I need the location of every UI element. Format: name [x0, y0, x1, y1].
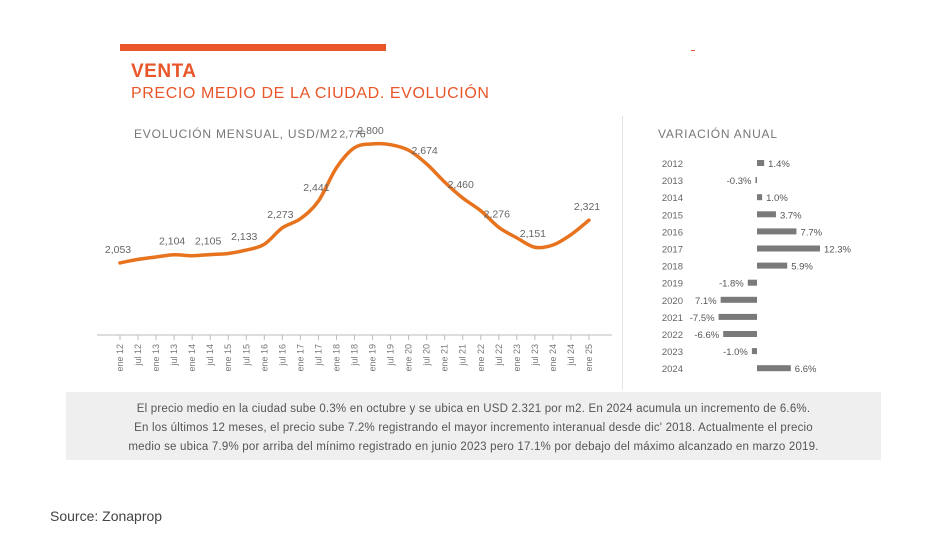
value-label: -1.8% [719, 279, 744, 290]
data-label: 2,276 [484, 208, 510, 220]
bar [723, 331, 757, 337]
data-label: 2,151 [520, 228, 546, 240]
x-tick-label: jul 22 [494, 344, 504, 367]
value-label: -7.5% [690, 313, 715, 324]
note-line-1: El precio medio en la ciudad sube 0.3% e… [136, 403, 811, 415]
x-tick-label: ene 22 [476, 344, 486, 372]
page-title: VENTA [131, 61, 197, 82]
data-label: 2,321 [574, 201, 600, 213]
x-tick-label: ene 23 [512, 344, 522, 372]
value-label: -0.3% [727, 176, 752, 187]
value-label: 3.7% [780, 210, 802, 221]
x-tick-label: ene 14 [187, 344, 197, 372]
bar [757, 228, 797, 235]
year-label: 2023 [662, 347, 683, 358]
data-label: 2,674 [412, 145, 438, 157]
page-subtitle: PRECIO MEDIO DE LA CIUDAD. EVOLUCIÓN [131, 85, 490, 102]
note-line-3: medio se ubica 7.9% por arriba del mínim… [128, 441, 819, 453]
bar [757, 211, 776, 218]
x-tick-label: jul 13 [169, 344, 179, 367]
value-label: 7.7% [800, 227, 822, 238]
x-tick-label: jul 18 [350, 344, 360, 367]
year-label: 2017 [662, 245, 683, 256]
year-label: 2022 [662, 330, 683, 341]
data-label: 2,776 [339, 129, 365, 141]
note-line-2: En los últimos 12 meses, el precio sube … [134, 422, 813, 434]
x-tick-label: ene 24 [548, 344, 558, 372]
data-label: 2,800 [357, 125, 383, 137]
year-label: 2021 [662, 313, 683, 324]
data-label: 2,460 [448, 179, 474, 191]
x-tick-label: ene 15 [223, 344, 233, 372]
bar-chart-title: VARIACIÓN ANUAL [658, 127, 778, 141]
chart-divider [622, 116, 623, 390]
x-tick-label: ene 18 [331, 344, 341, 372]
bar [757, 262, 788, 269]
bar [718, 313, 757, 320]
x-tick-label: ene 13 [151, 344, 161, 372]
data-label: 2,105 [195, 236, 221, 248]
x-tick-label: ene 21 [440, 344, 450, 372]
series-line-precio-medio [118, 141, 591, 265]
year-label: 2012 [662, 159, 683, 170]
x-tick-label: jul 20 [422, 344, 432, 367]
x-tick-label: jul 23 [530, 344, 540, 367]
x-tick-label: ene 17 [295, 344, 305, 372]
bar [757, 194, 763, 201]
x-tick-label: ene 12 [115, 344, 125, 372]
bar [757, 160, 765, 166]
x-tick-label: ene 19 [368, 344, 378, 372]
year-label: 2020 [662, 296, 683, 307]
value-label: 1.0% [766, 193, 788, 204]
bar [755, 177, 757, 184]
x-tick-label: ene 25 [584, 344, 594, 372]
x-tick-label: jul 17 [313, 344, 323, 367]
summary-note: El precio medio en la ciudad sube 0.3% e… [66, 392, 881, 460]
year-label: 2019 [662, 279, 683, 290]
x-tick-label: jul 24 [566, 344, 576, 367]
line-chart-title: EVOLUCIÓN MENSUAL, USD/M2 [134, 127, 339, 141]
x-tick-label: jul 21 [458, 344, 468, 367]
bar [757, 365, 791, 372]
x-tick-label: jul 15 [241, 344, 251, 367]
data-label: 2,273 [267, 209, 293, 221]
value-label: 6.6% [795, 364, 817, 375]
year-label: 2013 [662, 176, 683, 187]
decorative-mark [691, 50, 695, 51]
data-label: 2,133 [231, 231, 257, 243]
value-label: 1.4% [768, 159, 790, 170]
accent-bar [120, 44, 386, 51]
value-label: -6.6% [694, 330, 719, 341]
x-tick-label: ene 16 [259, 344, 269, 372]
source-caption: Source: Zonaprop [50, 508, 163, 524]
year-label: 2016 [662, 227, 683, 238]
x-tick-label: jul 19 [386, 344, 396, 367]
bar [747, 279, 757, 286]
data-label: 2,441 [303, 182, 329, 194]
x-tick-label: jul 16 [277, 344, 287, 367]
year-label: 2015 [662, 210, 683, 221]
data-label: 2,104 [159, 236, 185, 248]
year-label: 2024 [662, 364, 683, 375]
x-tick-label: jul 12 [133, 344, 143, 367]
year-label: 2014 [662, 193, 683, 204]
value-label: 5.9% [791, 262, 813, 273]
value-label: 12.3% [824, 245, 851, 256]
value-label: 7.1% [695, 296, 717, 307]
x-tick-label: jul 14 [205, 344, 215, 367]
bar [757, 245, 820, 252]
value-label: -1.0% [723, 347, 748, 358]
x-tick-label: ene 20 [404, 344, 414, 372]
bar [751, 348, 757, 355]
data-label: 2,053 [105, 244, 131, 256]
bar [720, 296, 757, 303]
year-label: 2018 [662, 262, 683, 273]
